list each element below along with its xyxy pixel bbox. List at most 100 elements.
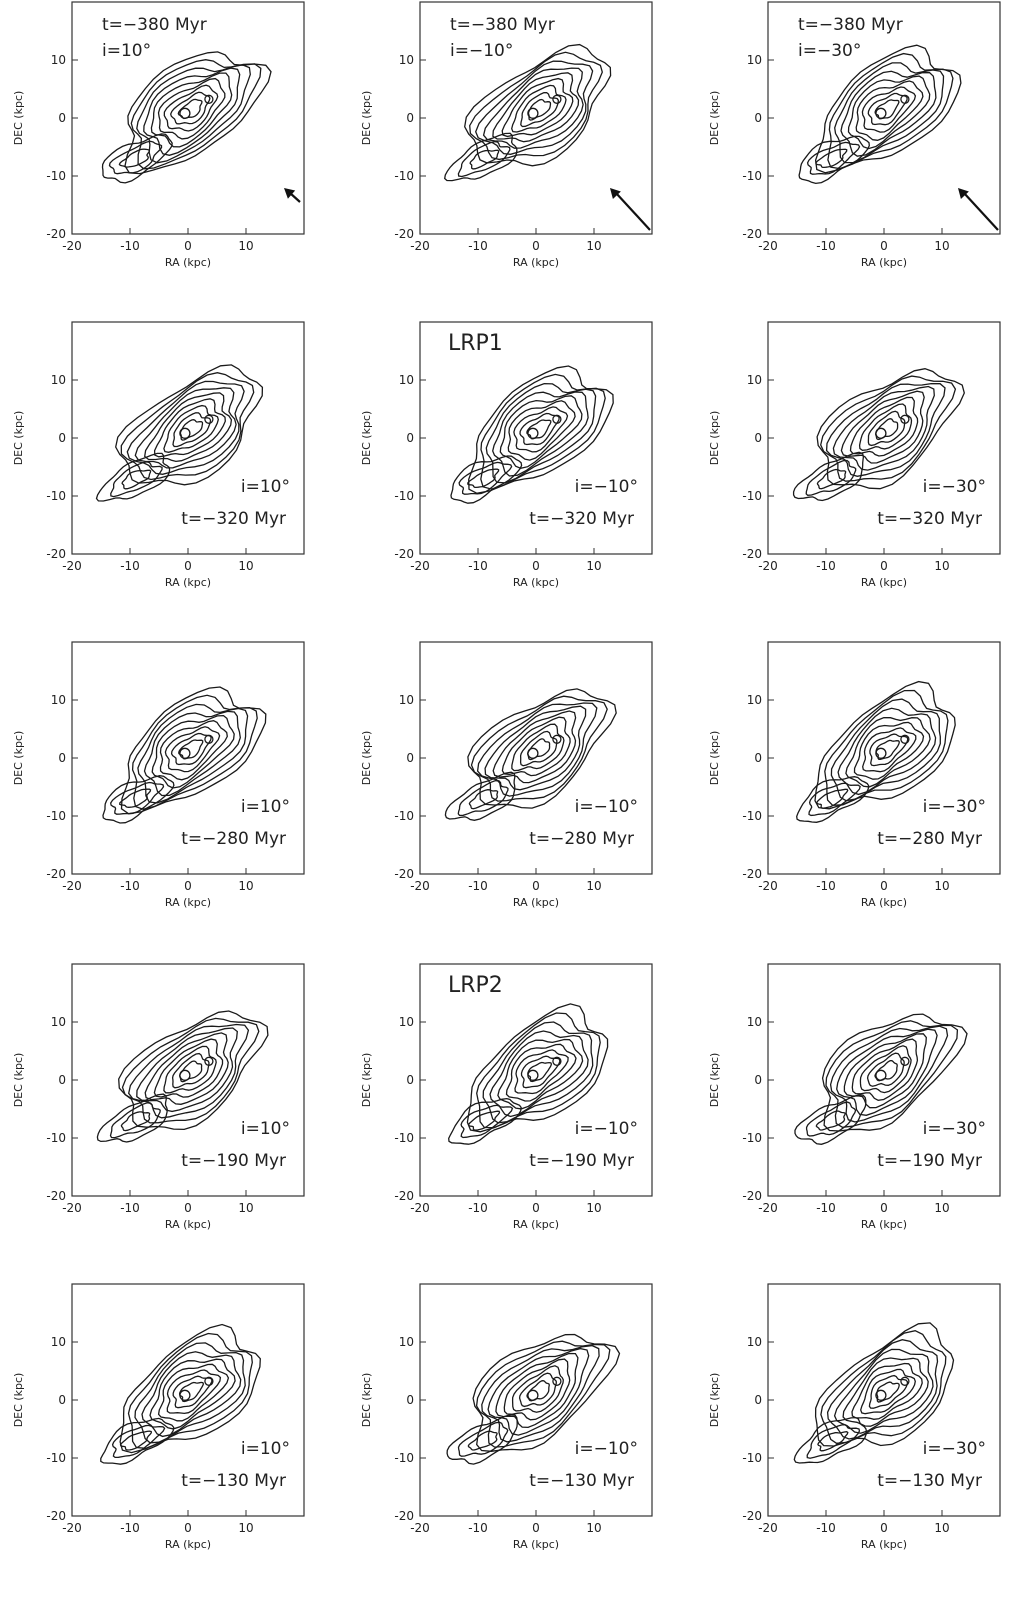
y-axis-label: DEC (kpc) (12, 1373, 25, 1428)
contour-line (825, 382, 946, 477)
y-axis-label: DEC (kpc) (12, 411, 25, 466)
contour-map (102, 686, 267, 824)
y-tick-label: -20 (46, 1189, 66, 1203)
contour-line (159, 720, 228, 781)
y-tick-label: 0 (58, 431, 66, 445)
inclination-label: i=10° (241, 1119, 290, 1139)
x-tick-label: 10 (238, 879, 253, 893)
core-contour (552, 1376, 562, 1386)
y-tick-label: -10 (394, 169, 414, 183)
core-contour (527, 427, 539, 439)
contour-line (849, 396, 919, 457)
tail-contour-line (457, 140, 511, 178)
y-tick-label: 10 (51, 1335, 66, 1349)
y-tick-label: -20 (46, 227, 66, 241)
inclination-label: i=−10° (575, 477, 638, 497)
contour-line (470, 695, 608, 802)
y-tick-label: 0 (58, 751, 66, 765)
x-tick-label: -20 (62, 1201, 82, 1215)
inclination-label: i=10° (102, 41, 151, 61)
y-axis-label: DEC (kpc) (360, 1373, 373, 1428)
contour-line (851, 1362, 923, 1420)
y-tick-label: -10 (394, 1451, 414, 1465)
tail-contour-line (798, 135, 870, 185)
tail-contour-line (457, 1421, 509, 1457)
core-contour (552, 414, 562, 424)
contour-line (862, 727, 917, 773)
tail-contour-line (792, 451, 865, 502)
contour-line (131, 694, 258, 810)
time-label: t=−190 Myr (877, 1151, 982, 1171)
panel-r0-c1: -20 -10 0 10 10 0 -10 -20 RA (kpc) DEC (kpc) t=−38… (360, 1, 653, 269)
contour-line (833, 1348, 934, 1434)
contour-line (519, 412, 560, 446)
tail-contour-line (794, 1094, 867, 1145)
x-tick-label: 10 (238, 1201, 253, 1215)
y-tick-label: -10 (46, 169, 66, 183)
tail-contour-line (817, 1431, 849, 1452)
core-contour (527, 107, 539, 119)
y-tick-label: -10 (46, 1131, 66, 1145)
contour-line (505, 1043, 577, 1102)
contour-line (497, 1038, 584, 1110)
y-tick-label: 0 (754, 751, 762, 765)
inclination-label: i=−10° (575, 797, 638, 817)
contour-line (859, 1045, 912, 1094)
contour-line (157, 77, 226, 140)
inclination-label: i=10° (241, 1439, 290, 1459)
contour-map (798, 44, 962, 185)
panel-r1-c0: -20 -10 0 10 10 0 -10 -20 RA (kpc) DEC (kpc) i=10°… (12, 321, 305, 589)
core-contour (900, 94, 910, 104)
x-tick-label: 0 (184, 559, 192, 573)
y-tick-label: -10 (742, 1451, 762, 1465)
x-tick-label: -10 (816, 1521, 836, 1535)
y-tick-label: 10 (747, 1335, 762, 1349)
contour-line (124, 51, 272, 175)
time-label: t=−280 Myr (529, 829, 634, 849)
core-contour (875, 1069, 887, 1081)
time-label: t=−380 Myr (102, 15, 207, 35)
core-contour (900, 734, 910, 744)
x-tick-label: -10 (120, 239, 140, 253)
x-tick-label: 10 (934, 239, 949, 253)
contour-line (481, 1344, 600, 1443)
contour-map (446, 1333, 621, 1465)
x-tick-label: 0 (880, 559, 888, 573)
model-label: LRP2 (448, 973, 503, 998)
contour-line (874, 99, 900, 120)
core-contour (204, 1056, 214, 1066)
x-tick-label: 10 (586, 1201, 601, 1215)
core-contour (179, 107, 191, 119)
tail-contour-line (118, 788, 152, 808)
y-axis-label: DEC (kpc) (708, 1373, 721, 1428)
tail-contour-line (793, 1416, 868, 1464)
contour-line (476, 1012, 601, 1129)
core-contour (900, 1376, 910, 1386)
contour-map (792, 368, 965, 502)
contour-line (466, 1003, 609, 1133)
core-contour (900, 414, 910, 424)
model-label: LRP1 (448, 331, 503, 356)
contour-line (177, 98, 203, 120)
contour-line (468, 365, 614, 494)
contour-line (820, 375, 957, 482)
contour-map (448, 1003, 609, 1145)
x-tick-label: 0 (880, 1521, 888, 1535)
contour-line (163, 84, 219, 132)
y-tick-label: 0 (406, 1073, 414, 1087)
panel-r1-c2: -20 -10 0 10 10 0 -10 -20 RA (kpc) DEC (kpc) i=−30… (708, 321, 1001, 589)
contour-line (860, 1368, 916, 1415)
contour-line (501, 716, 571, 777)
y-tick-label: 10 (399, 1015, 414, 1029)
x-tick-label: -10 (120, 1201, 140, 1215)
contour-map (793, 1322, 955, 1464)
contour-line (153, 398, 226, 458)
contour-line (868, 1374, 909, 1409)
x-tick-label: -20 (758, 879, 778, 893)
y-tick-label: 10 (399, 53, 414, 67)
x-tick-label: -20 (410, 1521, 430, 1535)
tail-contour-line (816, 788, 849, 809)
y-tick-label: 10 (51, 1015, 66, 1029)
y-axis-label: DEC (kpc) (708, 411, 721, 466)
